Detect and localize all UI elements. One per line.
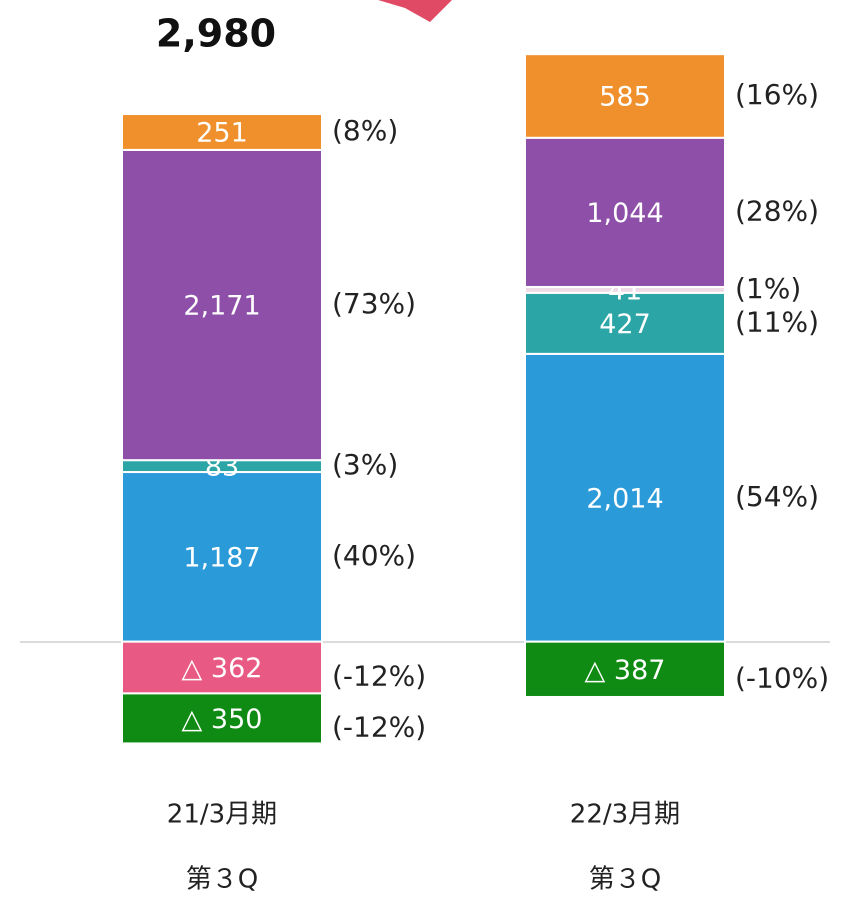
share-label: (-12%) xyxy=(332,710,426,743)
value-label: △ 387 xyxy=(585,655,666,686)
share-label: (16%) xyxy=(735,78,819,111)
bar-segment xyxy=(524,53,726,139)
share-label: (73%) xyxy=(332,287,416,320)
bar-segment xyxy=(524,352,726,643)
bar-segment xyxy=(524,291,726,355)
share-label: (28%) xyxy=(735,194,819,227)
value-label: 1,187 xyxy=(183,542,260,573)
x-tick-label: 第３Q xyxy=(589,865,661,895)
value-label: 1,044 xyxy=(586,198,663,229)
value-label: △ 362 xyxy=(182,653,263,684)
share-label: (11%) xyxy=(735,305,819,338)
x-tick-label: 22/3月期 xyxy=(570,800,680,830)
share-label: (-10%) xyxy=(735,661,829,694)
bar-segment xyxy=(121,113,323,151)
bar-segment xyxy=(524,136,726,288)
share-label: (8%) xyxy=(332,114,398,147)
share-label: (-12%) xyxy=(332,660,426,693)
bar-segment xyxy=(121,692,323,745)
share-label: (3%) xyxy=(332,448,398,481)
arrow-decoration xyxy=(378,0,452,22)
total-label: 2,980 xyxy=(156,12,276,56)
share-label: (1%) xyxy=(735,272,801,305)
share-label: (40%) xyxy=(332,539,416,572)
value-label: 2,014 xyxy=(586,483,663,514)
value-label: 585 xyxy=(599,81,651,112)
value-label: 251 xyxy=(196,117,248,148)
bar-segment xyxy=(524,640,726,698)
share-label: (54%) xyxy=(735,480,819,513)
x-tick-label: 21/3月期 xyxy=(167,800,277,830)
value-label: 2,171 xyxy=(183,291,260,322)
value-label: 427 xyxy=(599,309,651,340)
value-label: △ 350 xyxy=(182,704,263,735)
x-tick-label: 第３Q xyxy=(186,865,258,895)
